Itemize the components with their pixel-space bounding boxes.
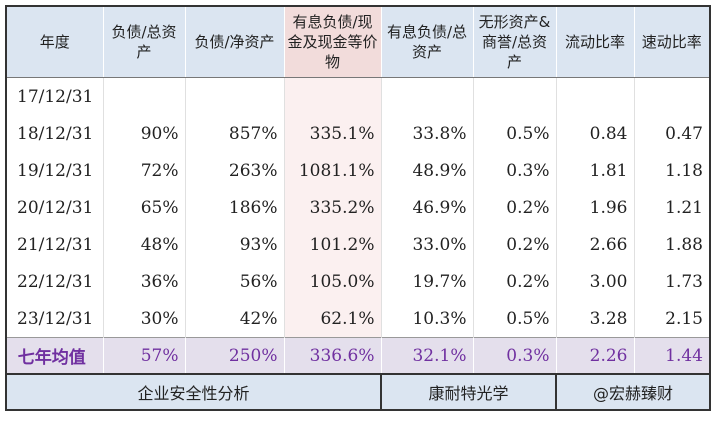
safety-analysis-table-container: 年度 负债/总资产 负债/净资产 有息负债/现金及现金等价物 有息负债/总资产 …: [5, 5, 711, 411]
cell-interest-debt-to-assets: 10.3%: [380, 300, 473, 338]
footer-row: 企业安全性分析 康耐特光学 @宏赫臻财: [5, 373, 711, 411]
header-quick-ratio: 速动比率: [633, 5, 711, 78]
cell-debt-to-equity: 263%: [184, 152, 284, 189]
cell-debt-to-equity: 857%: [184, 115, 284, 152]
cell-interest-debt-to-assets: 19.7%: [380, 263, 473, 300]
cell-interest-debt-to-cash: [283, 77, 381, 115]
cell-quick-ratio: 0.47: [633, 115, 711, 152]
cell-interest-debt-to-assets: 33.0%: [380, 226, 473, 263]
cell-interest-debt-to-assets: 46.9%: [380, 189, 473, 226]
avg-debt-to-equity: 250%: [184, 337, 284, 374]
cell-interest-debt-to-assets: 48.9%: [380, 152, 473, 189]
cell-current-ratio: 1.81: [555, 152, 634, 189]
cell-intangibles-to-assets: 0.5%: [472, 115, 556, 152]
header-interest-debt-to-assets: 有息负债/总资产: [380, 5, 473, 78]
cell-year: 17/12/31: [5, 77, 103, 115]
cell-interest-debt-to-cash: 335.1%: [283, 115, 381, 152]
cell-debt-to-equity: 186%: [184, 189, 284, 226]
cell-quick-ratio: 1.88: [633, 226, 711, 263]
table-row: 23/12/31 30% 42% 62.1% 10.3% 0.5% 3.28 2…: [5, 300, 711, 338]
cell-debt-to-assets: 65%: [102, 189, 185, 226]
header-year: 年度: [5, 5, 103, 78]
header-intangibles-to-assets: 无形资产&商誉/总资产: [472, 5, 556, 78]
cell-year: 20/12/31: [5, 189, 103, 226]
cell-intangibles-to-assets: 0.2%: [472, 189, 556, 226]
avg-intangibles-to-assets: 0.3%: [472, 337, 556, 374]
header-current-ratio: 流动比率: [555, 5, 634, 78]
cell-current-ratio: 3.28: [555, 300, 634, 338]
cell-quick-ratio: 2.15: [633, 300, 711, 338]
cell-interest-debt-to-cash: 62.1%: [283, 300, 381, 338]
table-row: 22/12/31 36% 56% 105.0% 19.7% 0.2% 3.00 …: [5, 263, 711, 300]
cell-intangibles-to-assets: [472, 77, 556, 115]
header-row: 年度 负债/总资产 负债/净资产 有息负债/现金及现金等价物 有息负债/总资产 …: [5, 5, 711, 78]
avg-current-ratio: 2.26: [555, 337, 634, 374]
cell-quick-ratio: [633, 77, 711, 115]
cell-debt-to-assets: [102, 77, 185, 115]
cell-quick-ratio: 1.21: [633, 189, 711, 226]
cell-debt-to-equity: [184, 77, 284, 115]
table-row: 19/12/31 72% 263% 1081.1% 48.9% 0.3% 1.8…: [5, 152, 711, 189]
cell-year: 22/12/31: [5, 263, 103, 300]
cell-debt-to-assets: 90%: [102, 115, 185, 152]
cell-quick-ratio: 1.18: [633, 152, 711, 189]
avg-interest-debt-to-cash: 336.6%: [283, 337, 381, 374]
cell-current-ratio: 0.84: [555, 115, 634, 152]
cell-intangibles-to-assets: 0.5%: [472, 300, 556, 338]
cell-debt-to-assets: 48%: [102, 226, 185, 263]
cell-debt-to-assets: 72%: [102, 152, 185, 189]
cell-intangibles-to-assets: 0.2%: [472, 263, 556, 300]
header-interest-debt-to-cash: 有息负债/现金及现金等价物: [283, 5, 381, 78]
cell-interest-debt-to-cash: 335.2%: [283, 189, 381, 226]
table-row: 17/12/31: [5, 77, 711, 115]
cell-interest-debt-to-cash: 105.0%: [283, 263, 381, 300]
cell-quick-ratio: 1.73: [633, 263, 711, 300]
cell-interest-debt-to-assets: 33.8%: [380, 115, 473, 152]
average-label: 七年均值: [5, 337, 103, 374]
cell-debt-to-equity: 56%: [184, 263, 284, 300]
cell-debt-to-assets: 36%: [102, 263, 185, 300]
cell-current-ratio: [555, 77, 634, 115]
average-row: 七年均值 57% 250% 336.6% 32.1% 0.3% 2.26 1.4…: [5, 337, 711, 374]
avg-interest-debt-to-assets: 32.1%: [380, 337, 473, 374]
cell-year: 19/12/31: [5, 152, 103, 189]
footer-company-name: 康耐特光学: [380, 373, 556, 411]
cell-interest-debt-to-cash: 101.2%: [283, 226, 381, 263]
table-row: 18/12/31 90% 857% 335.1% 33.8% 0.5% 0.84…: [5, 115, 711, 152]
header-debt-to-assets: 负债/总资产: [102, 5, 185, 78]
cell-year: 23/12/31: [5, 300, 103, 338]
cell-intangibles-to-assets: 0.3%: [472, 152, 556, 189]
cell-current-ratio: 1.96: [555, 189, 634, 226]
cell-debt-to-assets: 30%: [102, 300, 185, 338]
cell-year: 21/12/31: [5, 226, 103, 263]
table-row: 21/12/31 48% 93% 101.2% 33.0% 0.2% 2.66 …: [5, 226, 711, 263]
avg-debt-to-assets: 57%: [102, 337, 185, 374]
cell-current-ratio: 3.00: [555, 263, 634, 300]
cell-debt-to-equity: 93%: [184, 226, 284, 263]
cell-year: 18/12/31: [5, 115, 103, 152]
footer-author: @宏赫臻财: [555, 373, 711, 411]
table-row: 20/12/31 65% 186% 335.2% 46.9% 0.2% 1.96…: [5, 189, 711, 226]
cell-current-ratio: 2.66: [555, 226, 634, 263]
header-debt-to-equity: 负债/净资产: [184, 5, 284, 78]
cell-intangibles-to-assets: 0.2%: [472, 226, 556, 263]
cell-debt-to-equity: 42%: [184, 300, 284, 338]
cell-interest-debt-to-cash: 1081.1%: [283, 152, 381, 189]
safety-analysis-table: 年度 负债/总资产 负债/净资产 有息负债/现金及现金等价物 有息负债/总资产 …: [5, 5, 711, 411]
footer-analysis-title: 企业安全性分析: [5, 373, 381, 411]
cell-interest-debt-to-assets: [380, 77, 473, 115]
avg-quick-ratio: 1.44: [633, 337, 711, 374]
